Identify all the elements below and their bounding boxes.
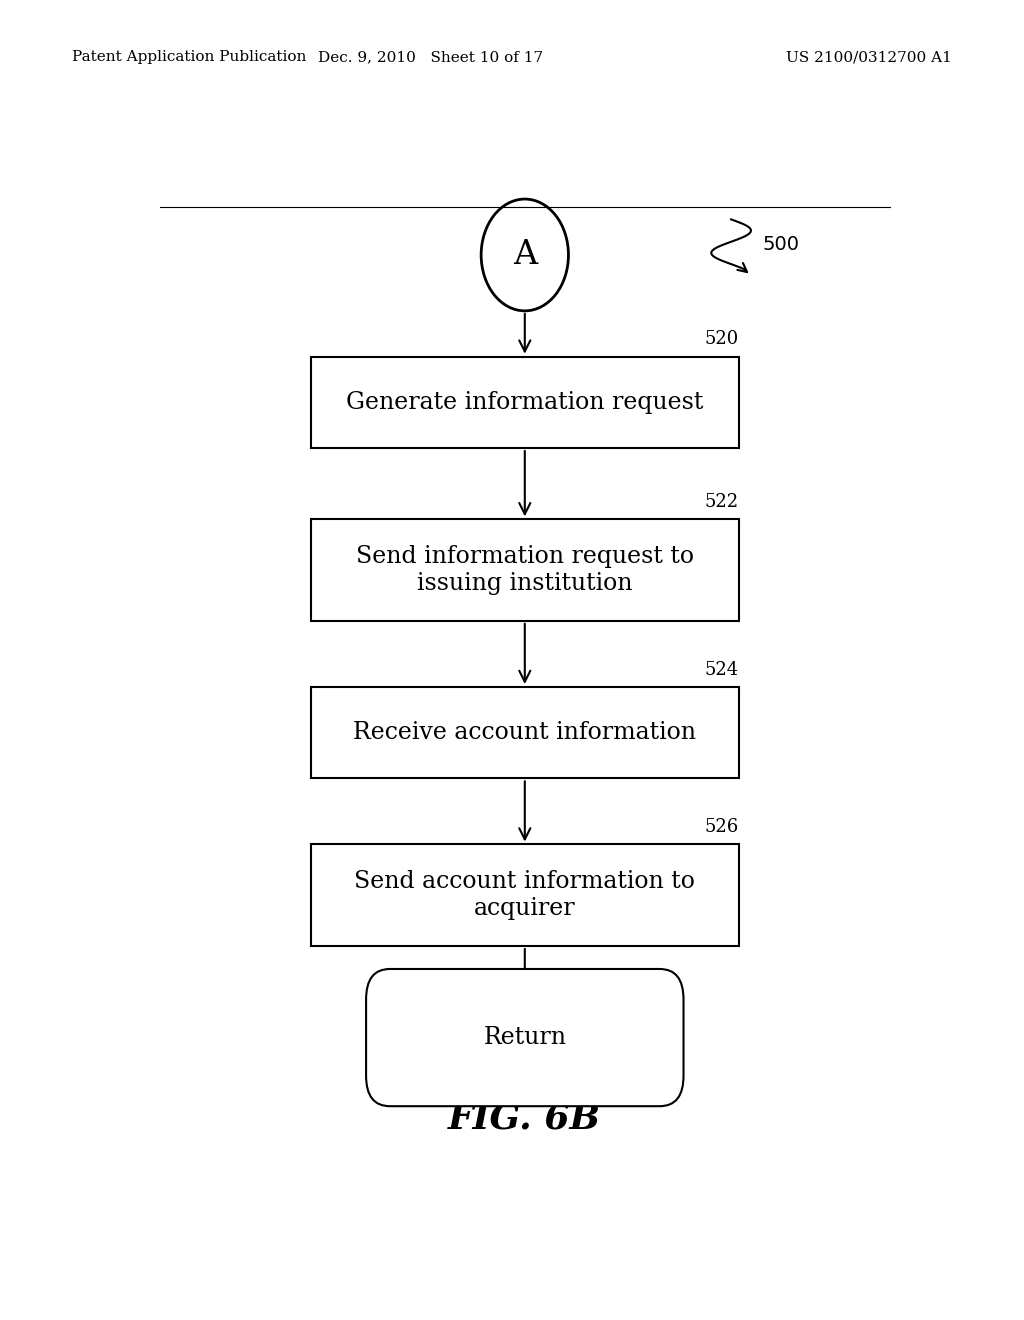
Text: Send information request to
issuing institution: Send information request to issuing inst… — [355, 545, 694, 595]
FancyBboxPatch shape — [310, 519, 739, 620]
Text: Dec. 9, 2010   Sheet 10 of 17: Dec. 9, 2010 Sheet 10 of 17 — [317, 50, 543, 65]
Text: 524: 524 — [705, 661, 739, 678]
FancyBboxPatch shape — [310, 686, 739, 779]
Text: 526: 526 — [705, 818, 739, 837]
Text: 500: 500 — [763, 235, 800, 255]
FancyBboxPatch shape — [310, 356, 739, 447]
Text: Return: Return — [483, 1026, 566, 1049]
Text: 520: 520 — [705, 330, 739, 348]
Text: Generate information request: Generate information request — [346, 391, 703, 414]
Text: A: A — [513, 239, 537, 271]
Text: Send account information to
acquirer: Send account information to acquirer — [354, 870, 695, 920]
FancyBboxPatch shape — [366, 969, 684, 1106]
Text: Receive account information: Receive account information — [353, 721, 696, 744]
Text: 522: 522 — [705, 494, 739, 511]
Text: FIG. 6B: FIG. 6B — [449, 1102, 601, 1137]
FancyBboxPatch shape — [310, 845, 739, 946]
Text: US 2100/0312700 A1: US 2100/0312700 A1 — [786, 50, 952, 65]
Text: Patent Application Publication: Patent Application Publication — [72, 50, 306, 65]
